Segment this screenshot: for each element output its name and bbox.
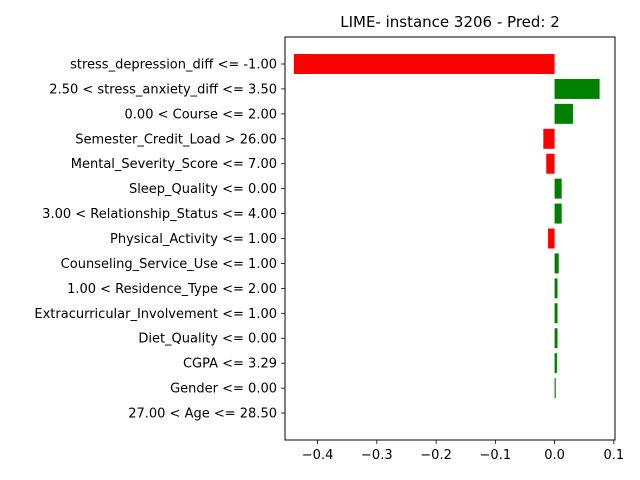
- bars-group: [293, 54, 600, 399]
- category-label: 0.00 < Course <= 2.00: [125, 107, 277, 122]
- category-label: 2.50 < stress_anxiety_diff <= 3.50: [49, 82, 277, 97]
- category-label: 1.00 < Residence_Type <= 2.00: [67, 282, 277, 297]
- category-label: Diet_Quality <= 0.00: [138, 332, 277, 347]
- bar: [554, 303, 558, 324]
- category-label: Counseling_Service_Use <= 1.00: [61, 257, 277, 272]
- bar: [554, 178, 562, 199]
- x-tick-label: −0.3: [361, 448, 393, 463]
- bar: [554, 378, 556, 399]
- category-label: Gender <= 0.00: [170, 382, 277, 397]
- x-tick-label: −0.4: [302, 448, 334, 463]
- chart-title: LIME- instance 3206 - Pred: 2: [340, 13, 560, 31]
- bar: [554, 253, 559, 274]
- bar: [554, 353, 557, 374]
- bar: [293, 54, 555, 74]
- category-label: Mental_Severity_Score <= 7.00: [71, 157, 277, 172]
- x-tick-label: −0.2: [420, 448, 452, 463]
- bar: [554, 203, 562, 224]
- category-label: CGPA <= 3.29: [183, 357, 277, 372]
- plot-frame: [284, 36, 616, 441]
- bar: [548, 228, 555, 249]
- bar: [554, 78, 600, 99]
- category-label: 27.00 < Age <= 28.50: [128, 407, 277, 422]
- x-axis-ticks: −0.4 −0.3 −0.2 −0.1 0.0 0.1: [302, 440, 624, 463]
- bar: [554, 328, 558, 349]
- bar: [546, 153, 555, 174]
- category-label: stress_depression_diff <= -1.00: [70, 58, 277, 73]
- bar: [543, 128, 555, 149]
- x-tick-label: 0.1: [603, 448, 624, 463]
- bar: [554, 103, 573, 124]
- x-tick-label: 0.0: [544, 448, 565, 463]
- category-labels: stress_depression_diff <= -1.00 2.50 < st…: [34, 58, 285, 422]
- category-label: Extracurricular_Involvement <= 1.00: [34, 307, 277, 322]
- bar: [554, 278, 558, 299]
- x-tick-label: −0.1: [480, 448, 512, 463]
- category-label: 3.00 < Relationship_Status <= 4.00: [42, 207, 277, 222]
- category-label: Sleep_Quality <= 0.00: [129, 182, 277, 197]
- category-label: Physical_Activity <= 1.00: [110, 232, 277, 247]
- category-label: Semester_Credit_Load > 26.00: [75, 132, 277, 147]
